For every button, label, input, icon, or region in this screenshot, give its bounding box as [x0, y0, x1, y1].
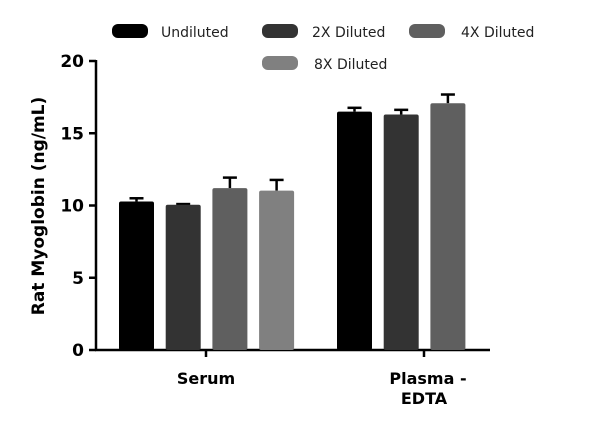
- x-tick-label: Plasma -: [389, 369, 466, 388]
- legend-label: 8X Diluted: [314, 57, 387, 73]
- bar-2x-diluted: [165, 204, 201, 350]
- y-tick-label: 0: [72, 341, 84, 361]
- bar-8x-diluted: [259, 190, 295, 350]
- bar-undiluted: [119, 201, 154, 350]
- y-tick-label: 5: [72, 269, 84, 289]
- legend-swatch: [262, 56, 298, 70]
- legend-swatch: [262, 24, 298, 38]
- y-tick-label: 15: [60, 124, 84, 144]
- bar-2x-diluted: [383, 114, 419, 350]
- bar-4x-diluted: [212, 188, 248, 350]
- y-tick-label: 10: [60, 197, 84, 217]
- y-axis-label: Rat Myoglobin (ng/mL): [29, 97, 49, 316]
- legend-label: 4X Diluted: [461, 25, 534, 41]
- legend-label: 2X Diluted: [312, 25, 385, 41]
- bar-4x-diluted: [430, 103, 466, 350]
- legend-swatch: [409, 24, 445, 38]
- legend-label: Undiluted: [161, 25, 229, 41]
- x-tick-label: Serum: [177, 369, 235, 388]
- x-tick-label: EDTA: [401, 389, 448, 408]
- bar-undiluted: [337, 111, 372, 350]
- y-tick-label: 20: [60, 52, 84, 72]
- legend-swatch: [112, 24, 148, 38]
